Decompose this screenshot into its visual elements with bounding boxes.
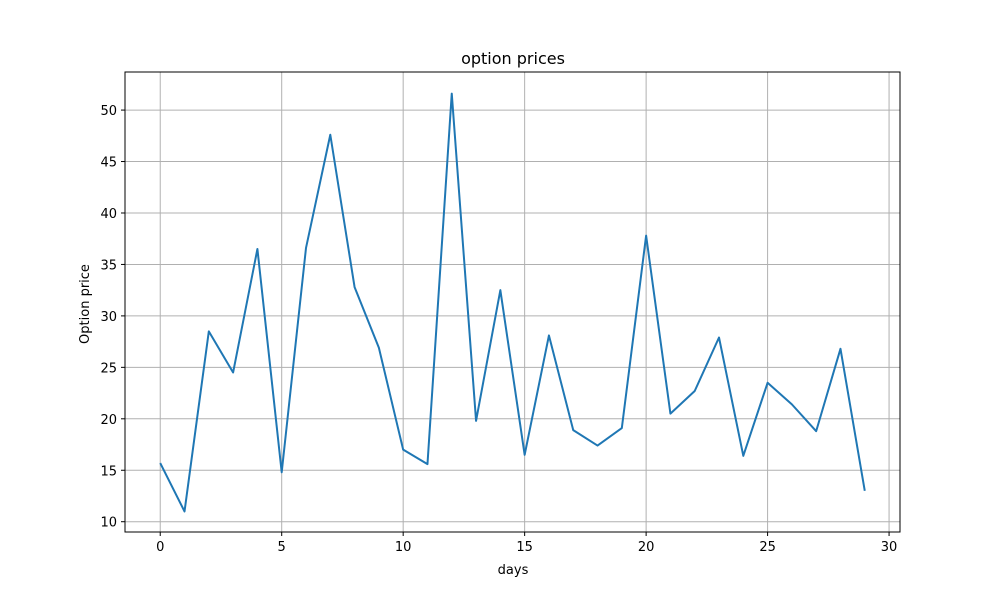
y-tick-label: 40 <box>100 207 117 222</box>
x-axis-ticks: 0 5 10 15 20 25 30 <box>156 532 897 555</box>
x-tick-label: 30 <box>881 540 898 555</box>
x-axis-label: days <box>498 563 529 578</box>
plot-frame <box>124 71 901 533</box>
x-tick-label: 0 <box>156 540 164 555</box>
series-line <box>159 92 866 513</box>
y-tick-label: 25 <box>100 361 117 376</box>
y-tick-label: 20 <box>100 413 117 428</box>
y-tick-label: 45 <box>100 156 117 171</box>
y-axis-ticks: 10 15 20 25 30 35 40 45 50 <box>100 104 125 531</box>
grid-lines <box>125 72 900 532</box>
y-axis-label: Option price <box>78 264 93 344</box>
y-tick-label: 30 <box>100 310 117 325</box>
x-tick-label: 15 <box>516 540 533 555</box>
y-tick-label: 35 <box>100 258 117 273</box>
x-tick-label: 10 <box>395 540 412 555</box>
series-group <box>159 92 866 513</box>
chart-title: option prices <box>461 49 565 68</box>
y-tick-label: 15 <box>100 464 117 479</box>
y-tick-label: 10 <box>100 516 117 531</box>
x-tick-label: 25 <box>759 540 776 555</box>
x-tick-label: 20 <box>638 540 655 555</box>
x-tick-label: 5 <box>278 540 286 555</box>
y-tick-label: 50 <box>100 104 117 119</box>
